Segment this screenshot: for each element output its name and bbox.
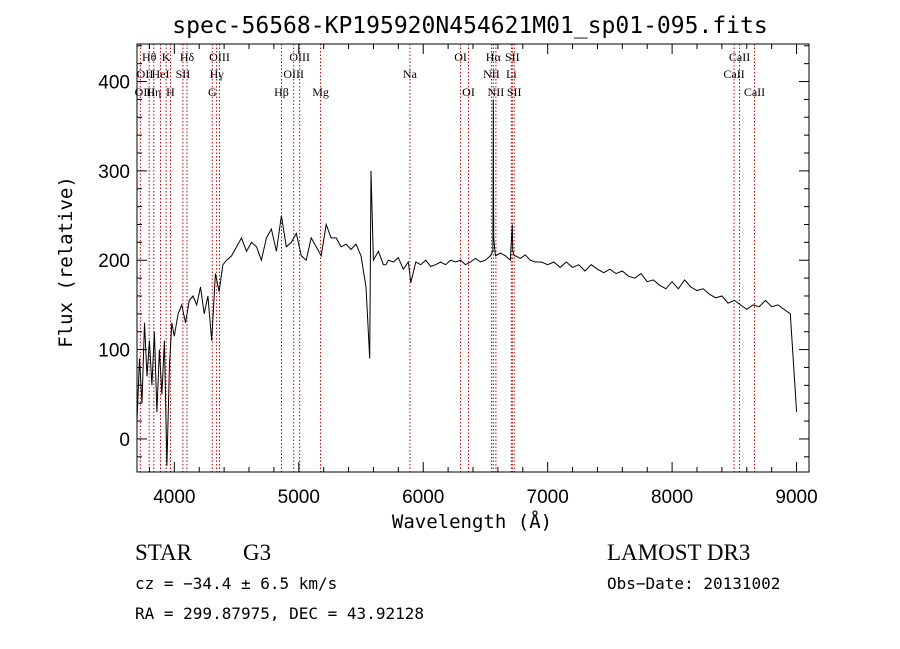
spectral-line-label-16: Na — [403, 67, 418, 81]
spectral-line-label-25: CaII — [729, 50, 750, 64]
y-axis-ticks: 0 100 200 300 400 — [98, 45, 809, 458]
spectral-line-label-20: SII — [505, 50, 520, 64]
observation-date: Obs−Date: 20131002 — [607, 574, 780, 593]
x-axis-ticks: 4000 5000 6000 7000 8000 9000 — [148, 44, 818, 508]
x-tick-label-4000: 4000 — [153, 487, 195, 508]
spectral-line-label-14: Hβ — [274, 85, 289, 99]
survey-name: LAMOST DR3 — [607, 540, 750, 565]
y-tick-label-0: 0 — [119, 430, 130, 451]
spectral-line-label-23: NII — [488, 85, 505, 99]
spectral-line-label-26: CaII — [723, 67, 744, 81]
spectral-line-label-9: OIII — [209, 50, 230, 64]
spectral-line-label-21: NII — [483, 67, 500, 81]
spectral-line-label-4: K — [162, 50, 171, 64]
spectral-line-label-8: SII — [176, 67, 191, 81]
spectral-line-label-3: Hη — [146, 85, 161, 99]
coordinates: RA = 299.87975, DEC = 43.92128 — [135, 604, 424, 623]
spectral-line-label-13: OIII — [283, 67, 304, 81]
y-tick-label-400: 400 — [98, 73, 130, 94]
x-tick-label-8000: 8000 — [651, 487, 693, 508]
x-tick-label-9000: 9000 — [775, 487, 817, 508]
spectral-line-label-1: OII — [137, 67, 154, 81]
spectral-line-label-19: Hα — [486, 50, 502, 64]
spectral-line-label-17: OI — [454, 50, 467, 64]
spectral-line-label-24: SII — [507, 85, 522, 99]
x-tick-label-7000: 7000 — [527, 487, 569, 508]
redshift-cz: cz = −34.4 ± 6.5 km/s — [135, 574, 337, 593]
spectral-line-label-6: H — [166, 85, 175, 99]
spectral-line-label-0: Hθ — [142, 50, 157, 64]
spectral-line-label-18: OI — [462, 85, 475, 99]
spectrum-series — [136, 99, 798, 466]
plot-frame — [136, 43, 810, 473]
y-tick-label-300: 300 — [98, 162, 130, 183]
spectral-line-label-27: CaII — [744, 85, 765, 99]
spectral-line-label-12: OIII — [289, 50, 310, 64]
x-tick-label-6000: 6000 — [402, 487, 444, 508]
y-tick-label-100: 100 — [98, 341, 130, 362]
y-axis-label: Flux (relative) — [55, 176, 77, 348]
spectral-line-markers — [139, 44, 755, 472]
spectrum-line — [136, 99, 798, 466]
spectral-line-label-5: HeI — [152, 67, 170, 81]
spectral-line-label-15: Mg — [312, 85, 329, 99]
spectral-line-label-7: Hδ — [180, 50, 195, 64]
y-tick-label-200: 200 — [98, 251, 130, 272]
x-tick-label-5000: 5000 — [278, 487, 320, 508]
chart-title: spec-56568-KP195920N454621M01_sp01-095.f… — [172, 13, 767, 39]
spectral-line-label-11: G — [208, 85, 217, 99]
spectral-line-label-22: Li — [506, 67, 517, 81]
spectral-line-label-10: Hγ — [210, 67, 225, 81]
object-subclass: G3 — [243, 540, 271, 565]
object-class: STAR — [135, 540, 193, 565]
spectral-line-label-2: OIII — [135, 85, 156, 99]
x-axis-label: Wavelength (Å) — [392, 510, 552, 533]
